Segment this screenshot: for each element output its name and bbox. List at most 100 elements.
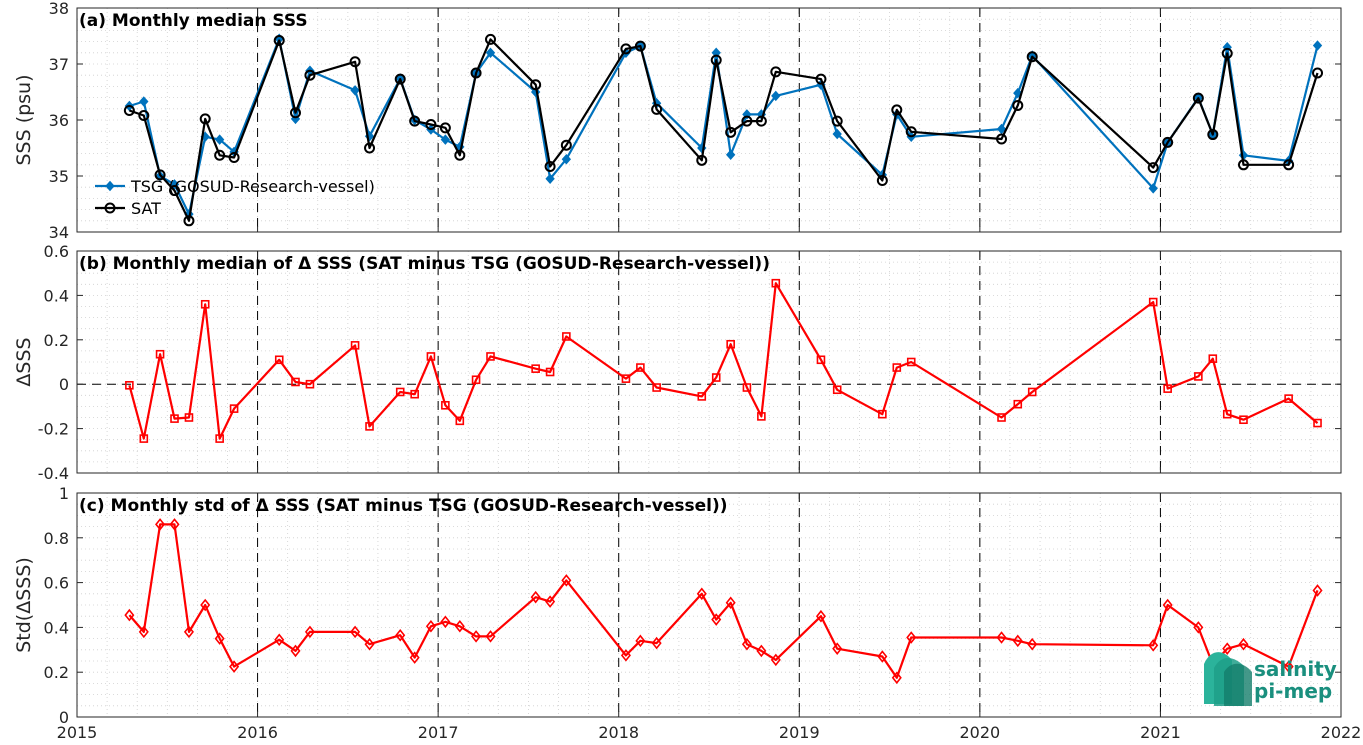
data-point — [1194, 372, 1203, 381]
data-point — [726, 149, 736, 160]
data-point — [906, 631, 917, 644]
y-tick-label: 0.4 — [44, 286, 69, 305]
chart-panel-2: -0.4 -0.2 0 0.2 0.4 0.6 ΔSSS (b) Monthly median… — [13, 242, 1342, 483]
data-point — [725, 596, 736, 610]
data-point — [711, 613, 722, 626]
data-point — [471, 630, 482, 643]
data-point — [425, 118, 437, 130]
salinity-pi-mep-logo: salinity pi-mep — [1204, 652, 1337, 706]
data-point — [891, 671, 902, 685]
data-point — [274, 355, 284, 365]
series-1 — [125, 278, 1322, 443]
data-point — [229, 660, 240, 673]
data-point — [214, 632, 225, 645]
legend-label: TSG (GOSUD-Research-vessel) — [130, 177, 375, 196]
data-point — [1147, 162, 1159, 174]
data-point — [409, 651, 420, 664]
axes-frame — [76, 492, 1342, 718]
y-tick-label: 0 — [59, 708, 69, 727]
x-tick-label: 2020 — [959, 723, 1000, 742]
data-point — [485, 630, 496, 643]
data-point — [199, 113, 211, 125]
data-point — [365, 422, 374, 431]
data-point — [771, 90, 781, 102]
data-point — [771, 278, 781, 288]
data-point — [215, 434, 224, 443]
data-point — [485, 47, 496, 59]
series-line — [128, 523, 1319, 679]
data-point — [155, 349, 165, 359]
data-point — [426, 352, 436, 361]
data-point — [305, 379, 315, 389]
data-point — [350, 341, 360, 350]
data-point — [741, 115, 753, 127]
data-point — [742, 383, 752, 392]
data-point — [878, 409, 887, 419]
data-point — [545, 595, 556, 608]
series-2 — [123, 33, 1324, 227]
chart-panels: 34 35 36 37 38 SSS (psu) (a) Monthly median SS… — [13, 0, 1361, 742]
data-point — [832, 642, 843, 655]
x-tick-label: 2016 — [237, 723, 278, 742]
data-point — [545, 367, 555, 377]
data-point — [726, 339, 735, 349]
data-point — [486, 352, 495, 361]
data-point — [697, 392, 707, 401]
data-point — [350, 625, 361, 639]
data-point — [170, 414, 179, 423]
data-point — [471, 375, 481, 385]
data-point — [1221, 47, 1233, 59]
data-point — [562, 332, 571, 341]
y-axis-label: ΔSSS — [13, 337, 35, 386]
data-point — [289, 107, 301, 119]
data-point — [1313, 418, 1322, 428]
data-point — [696, 154, 708, 166]
data-point — [125, 381, 134, 390]
data-point — [1312, 584, 1323, 597]
data-point — [395, 628, 406, 642]
data-point — [200, 299, 210, 309]
y-tick-label: 0 — [59, 375, 69, 394]
logo-text-pi-mep: pi-mep — [1254, 679, 1332, 703]
data-point — [349, 56, 361, 68]
data-point — [561, 153, 572, 165]
data-point — [1192, 92, 1204, 104]
y-tick-label: 0.8 — [44, 529, 69, 548]
data-point — [1312, 67, 1324, 79]
data-point — [440, 615, 451, 629]
y-axis-label: SSS (psu) — [13, 74, 35, 165]
data-point — [621, 374, 631, 383]
data-point — [1012, 99, 1024, 111]
data-point — [155, 518, 166, 531]
data-point — [470, 67, 482, 79]
y-axis-label: Std(ΔSSS) — [13, 557, 35, 653]
data-point — [454, 149, 466, 161]
data-point — [996, 133, 1008, 145]
data-point — [756, 644, 767, 658]
data-point — [996, 123, 1007, 135]
data-point — [770, 653, 781, 667]
data-point — [104, 202, 116, 214]
data-point — [441, 400, 450, 410]
data-point — [725, 126, 737, 138]
data-point — [696, 587, 707, 601]
data-point — [169, 185, 181, 197]
data-point — [1237, 159, 1249, 171]
data-point — [454, 619, 465, 633]
data-point — [200, 598, 211, 612]
data-point — [1027, 387, 1037, 397]
y-tick-label: 34 — [49, 223, 69, 242]
data-point — [757, 412, 766, 421]
data-point — [273, 34, 285, 46]
x-tick-label: 2022 — [1321, 723, 1362, 742]
data-point — [1027, 637, 1038, 651]
data-point — [561, 574, 572, 587]
data-point — [183, 215, 195, 227]
data-point — [455, 416, 465, 426]
data-point — [832, 128, 842, 140]
data-point — [1312, 40, 1323, 51]
data-point — [877, 650, 888, 663]
data-point — [1193, 621, 1204, 634]
data-point — [892, 363, 902, 372]
